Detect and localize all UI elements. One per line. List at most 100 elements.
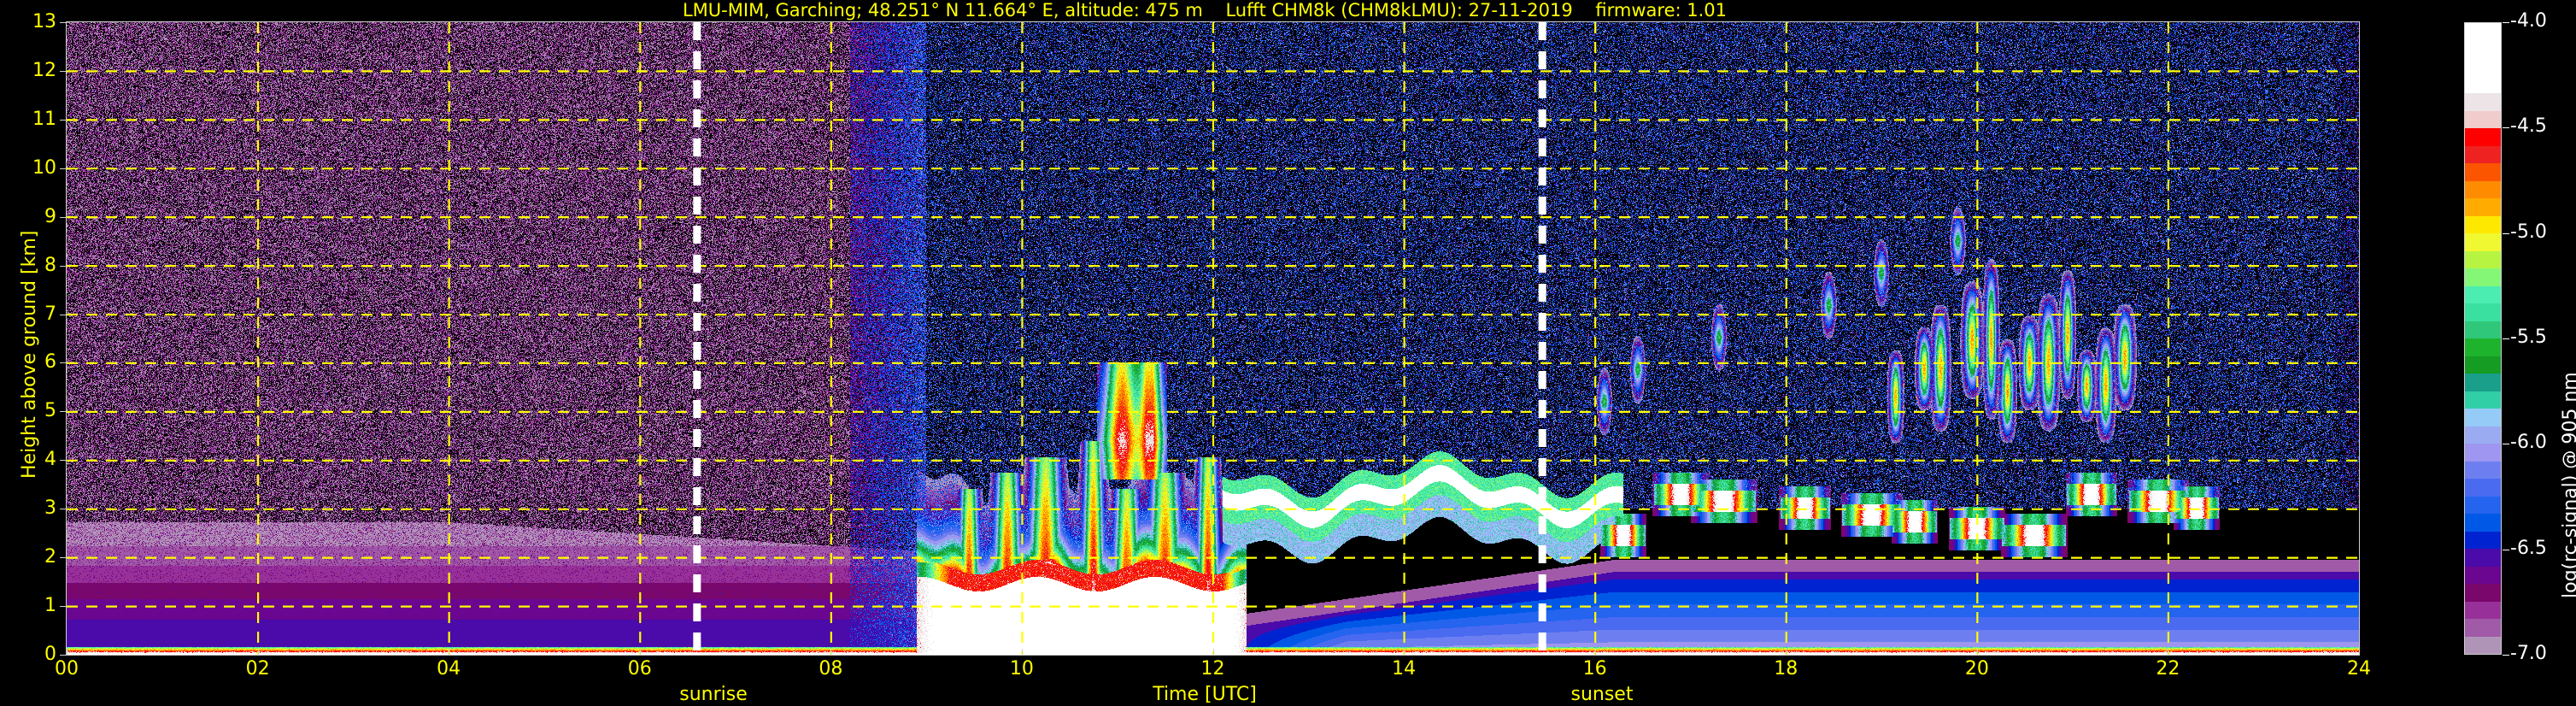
colorbar-segment bbox=[2465, 356, 2501, 374]
colorbar-segment bbox=[2465, 198, 2501, 216]
colorbar-segment bbox=[2465, 566, 2501, 584]
x-tick-mark bbox=[1021, 649, 1023, 656]
y-tick-mark bbox=[60, 265, 67, 267]
colorbar-tick-mark bbox=[2503, 655, 2509, 656]
colorbar-tick-mark bbox=[2503, 338, 2509, 339]
colorbar-segment bbox=[2465, 128, 2501, 146]
figure-title: LMU-MIM, Garching; 48.251° N 11.664° E, … bbox=[682, 0, 1728, 21]
colorbar-tick-label: -6.5 bbox=[2510, 537, 2547, 559]
y-tick-label: 7 bbox=[44, 303, 56, 325]
colorbar-segment bbox=[2465, 461, 2501, 479]
colorbar-tick-mark bbox=[2503, 22, 2509, 23]
colorbar-segment bbox=[2465, 514, 2501, 532]
colorbar-segment bbox=[2465, 321, 2501, 338]
y-tick-label: 8 bbox=[44, 254, 56, 276]
y-tick-label: 1 bbox=[44, 595, 56, 617]
colorbar-segment bbox=[2465, 636, 2501, 654]
colorbar-tick-mark bbox=[2503, 232, 2509, 234]
backscatter-heatmap-plot[interactable] bbox=[67, 22, 2359, 655]
colorbar-segment bbox=[2465, 93, 2501, 111]
y-tick-mark bbox=[60, 655, 67, 656]
colorbar-segment bbox=[2465, 110, 2501, 128]
colorbar-segment bbox=[2465, 180, 2501, 198]
colorbar-segment bbox=[2465, 426, 2501, 444]
x-tick-mark bbox=[830, 649, 832, 656]
x-tick-mark bbox=[257, 649, 259, 656]
colorbar-segment bbox=[2465, 549, 2501, 567]
colorbar-segment bbox=[2465, 479, 2501, 497]
y-tick-mark bbox=[60, 119, 67, 121]
y-tick-label: 6 bbox=[44, 351, 56, 374]
y-tick-mark bbox=[60, 22, 67, 23]
x-tick-label: 12 bbox=[1200, 658, 1225, 680]
x-tick-label: 06 bbox=[627, 658, 652, 680]
y-tick-mark bbox=[60, 606, 67, 608]
colorbar-segment bbox=[2465, 619, 2501, 637]
colorbar-segment bbox=[2465, 215, 2501, 233]
sunset-label: sunset bbox=[1570, 684, 1634, 705]
colorbar-segment bbox=[2465, 285, 2501, 303]
colorbar-segment bbox=[2465, 75, 2501, 93]
y-tick-label: 4 bbox=[44, 449, 56, 471]
colorbar-segment bbox=[2465, 531, 2501, 549]
y-tick-label: 9 bbox=[44, 205, 56, 227]
y-tick-mark bbox=[60, 411, 67, 413]
y-tick-label: 13 bbox=[32, 11, 56, 32]
x-axis-title: Time [UTC] bbox=[1153, 684, 1257, 705]
y-tick-label: 11 bbox=[32, 108, 56, 130]
x-tick-mark bbox=[1212, 649, 1214, 656]
x-tick-mark bbox=[1976, 649, 1978, 656]
x-tick-label: 08 bbox=[819, 658, 843, 680]
x-tick-mark bbox=[1404, 649, 1405, 656]
colorbar-title: log(rc-signal) @ 905 nm bbox=[2560, 372, 2576, 598]
y-tick-mark bbox=[60, 168, 67, 169]
x-tick-mark bbox=[1594, 649, 1596, 656]
x-tick-label: 02 bbox=[245, 658, 270, 680]
colorbar-segment bbox=[2465, 496, 2501, 514]
colorbar-segment bbox=[2465, 303, 2501, 321]
colorbar-tick-label: -5.0 bbox=[2510, 221, 2547, 243]
colorbar-segment bbox=[2465, 145, 2501, 163]
y-tick-mark bbox=[60, 216, 67, 218]
colorbar-segment bbox=[2465, 338, 2501, 356]
colorbar[interactable] bbox=[2464, 22, 2502, 655]
colorbar-segment bbox=[2465, 601, 2501, 619]
y-tick-mark bbox=[60, 362, 67, 364]
colorbar-segment bbox=[2465, 409, 2501, 427]
y-tick-mark bbox=[60, 557, 67, 559]
colorbar-segment bbox=[2465, 233, 2501, 251]
colorbar-segment bbox=[2465, 584, 2501, 602]
x-tick-label: 16 bbox=[1582, 658, 1607, 680]
y-tick-label: 0 bbox=[44, 644, 56, 665]
colorbar-segment bbox=[2465, 23, 2501, 41]
x-tick-label: 14 bbox=[1392, 658, 1417, 680]
x-tick-mark bbox=[1786, 649, 1787, 656]
colorbar-tick-label: -4.0 bbox=[2510, 10, 2547, 32]
sunrise-label: sunrise bbox=[679, 684, 748, 705]
colorbar-segment bbox=[2465, 391, 2501, 409]
x-tick-label: 18 bbox=[1774, 658, 1799, 680]
colorbar-tick-mark bbox=[2503, 127, 2509, 129]
colorbar-tick-label: -7.0 bbox=[2510, 643, 2547, 664]
y-tick-mark bbox=[60, 460, 67, 462]
x-tick-label: 04 bbox=[437, 658, 461, 680]
colorbar-segment bbox=[2465, 163, 2501, 181]
y-tick-label: 5 bbox=[44, 400, 56, 422]
x-tick-label: 20 bbox=[1964, 658, 1989, 680]
colorbar-tick-label: -6.0 bbox=[2510, 432, 2547, 454]
x-tick-label: 10 bbox=[1009, 658, 1034, 680]
colorbar-segment bbox=[2465, 444, 2501, 462]
colorbar-segment bbox=[2465, 250, 2501, 268]
colorbar-tick-label: -4.5 bbox=[2510, 115, 2547, 138]
x-tick-mark bbox=[639, 649, 641, 656]
y-tick-mark bbox=[60, 70, 67, 72]
y-tick-label: 2 bbox=[44, 546, 56, 568]
x-tick-label: 22 bbox=[2156, 658, 2180, 680]
colorbar-segment bbox=[2465, 374, 2501, 391]
colorbar-segment bbox=[2465, 40, 2501, 58]
colorbar-segment bbox=[2465, 58, 2501, 76]
x-tick-label: 00 bbox=[55, 658, 79, 680]
y-tick-label: 12 bbox=[32, 59, 56, 81]
x-tick-mark bbox=[2359, 649, 2360, 656]
